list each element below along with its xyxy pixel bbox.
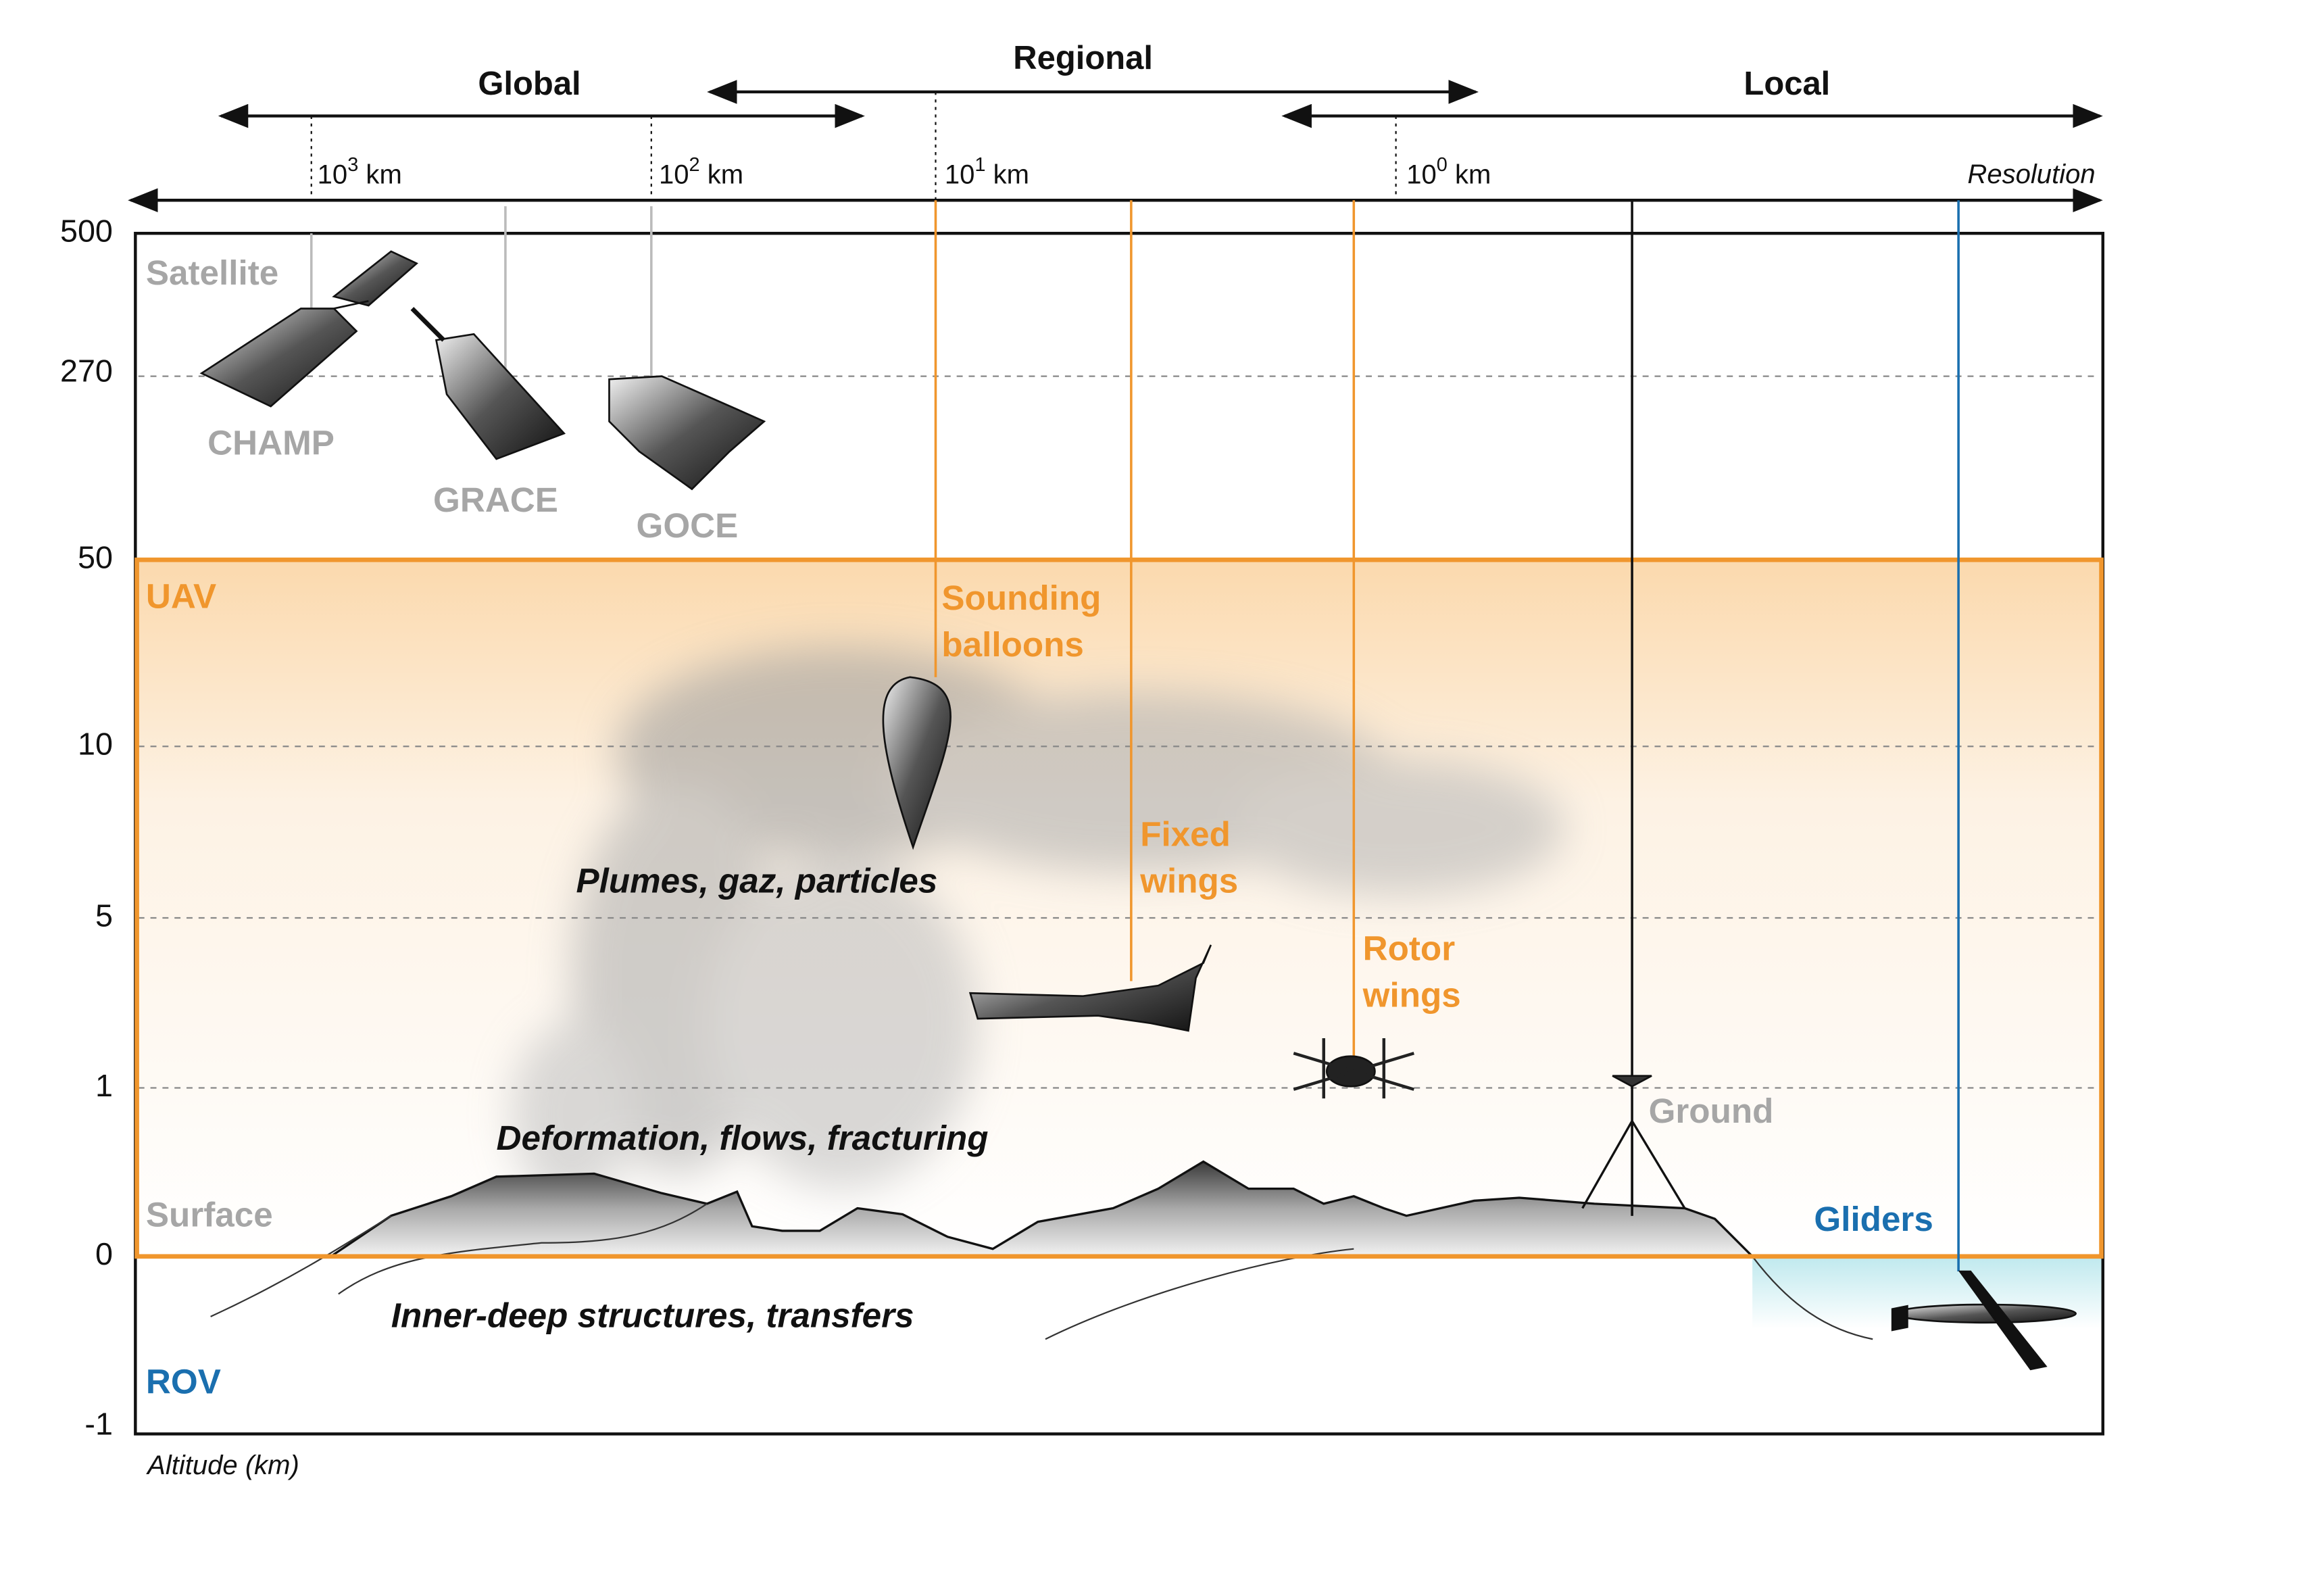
- text-part: 0: [1437, 154, 1448, 176]
- shape: [1612, 1075, 1652, 1088]
- platform-label: Ground: [1649, 1092, 1774, 1130]
- phenomenon-label: Plumes, gaz, particles: [576, 861, 938, 900]
- text-part: km: [993, 160, 1029, 189]
- scale-label: Global: [478, 66, 580, 102]
- shape: [1631, 1120, 1686, 1209]
- shape: [968, 944, 1212, 1032]
- shape: [511, 1023, 632, 1204]
- altitude-tick: 0: [95, 1236, 113, 1271]
- altitude-tick: 1: [95, 1068, 113, 1103]
- shape: [1045, 1248, 1354, 1340]
- uav-zone: [135, 560, 2103, 1257]
- resolution-tick: 102 km: [659, 154, 743, 190]
- shape: [1958, 1270, 2048, 1371]
- platform-label: GOCE: [637, 506, 739, 545]
- text-part: 10: [1406, 160, 1437, 189]
- platform-label: wings: [1362, 975, 1461, 1014]
- shape: [435, 333, 566, 460]
- text-part: 10: [318, 160, 348, 189]
- platform-label: Sounding: [941, 579, 1101, 617]
- shape: [1293, 1052, 1414, 1091]
- platform-icons: [199, 250, 2077, 1371]
- platform-label: Fixed: [1140, 814, 1231, 853]
- platform-label: Rotor: [1363, 929, 1456, 967]
- text-part: km: [708, 160, 743, 189]
- shape: [608, 375, 766, 491]
- altitude-tick: 5: [95, 898, 113, 933]
- platform-label: balloons: [941, 625, 1083, 664]
- domain-label: Satellite: [146, 253, 278, 292]
- domain-label: UAV: [146, 577, 216, 616]
- platform-label: CHAMP: [207, 424, 335, 462]
- scale-label: Regional: [1013, 40, 1153, 76]
- shape: [1581, 1120, 1686, 1216]
- platform-label: wings: [1139, 861, 1238, 900]
- text-part: km: [366, 160, 401, 189]
- text-part: km: [1455, 160, 1491, 189]
- shape: [332, 250, 418, 307]
- platform-label: Gliders: [1814, 1200, 1933, 1238]
- shape: [333, 300, 369, 310]
- altitude-axis: 500 270 50 10 5 1 0 -1 Altitude (km): [60, 214, 299, 1480]
- altitude-tick: 50: [78, 540, 113, 575]
- altitude-tick: 500: [60, 214, 113, 249]
- scale-bar: [128, 80, 2103, 213]
- shape: [1891, 1305, 1908, 1332]
- text-part: 10: [659, 160, 689, 189]
- shape: [338, 1202, 708, 1295]
- resolution-tick: 103 km: [318, 154, 402, 190]
- altitude-tick: -1: [84, 1407, 113, 1442]
- phenomenon-label: Inner-deep structures, transfers: [391, 1296, 914, 1335]
- shape: [707, 857, 978, 1189]
- text-part: 10: [945, 160, 975, 189]
- resolution-dividers: [310, 91, 1397, 201]
- shape: [1233, 760, 1564, 896]
- uav-outline: [134, 557, 2104, 1259]
- shape: [210, 1215, 392, 1317]
- platform-lines: [310, 200, 1960, 1272]
- resolution-label: Resolution: [1967, 160, 2095, 189]
- altitude-label: Altitude (km): [146, 1451, 299, 1480]
- text-part: 3: [347, 154, 358, 176]
- scale-label: Local: [1744, 66, 1830, 102]
- platform-label: GRACE: [433, 481, 558, 519]
- resolution-tick: 100 km: [1406, 154, 1491, 190]
- phenomenon-label: Deformation, flows, fracturing: [497, 1119, 989, 1157]
- altitude-tick: 10: [78, 727, 113, 762]
- shape: [199, 308, 358, 408]
- shape: [327, 1160, 1756, 1258]
- shape: [1581, 1120, 1633, 1209]
- terrain: [210, 1160, 1873, 1340]
- domain-label: ROV: [146, 1363, 221, 1401]
- shape: [882, 676, 951, 850]
- resolution-tick: 101 km: [945, 154, 1029, 190]
- text-part: 1: [974, 154, 985, 176]
- plume: [511, 647, 1564, 1204]
- shape: [1293, 1038, 1414, 1099]
- altitude-tick: 270: [60, 354, 113, 389]
- domain-label: Surface: [146, 1195, 273, 1234]
- shape: [410, 307, 445, 342]
- text-part: 2: [689, 154, 699, 176]
- shape: [1752, 1256, 1873, 1340]
